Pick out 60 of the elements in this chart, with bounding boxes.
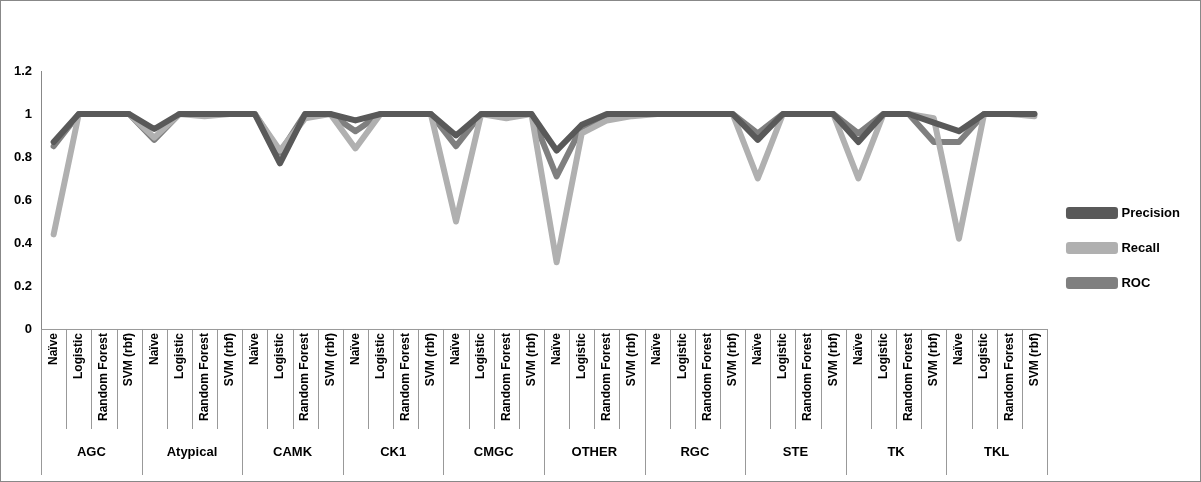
x-tick-label: Logistic <box>171 332 186 380</box>
x-tick-label: Random Forest <box>398 332 413 422</box>
x-tick-label: Logistic <box>674 332 689 380</box>
x-tick-label: Naïve <box>850 332 865 366</box>
text: RGC <box>680 443 710 459</box>
y-tick-label: 0.6 <box>13 191 33 207</box>
x-tick-label: Logistic <box>775 332 790 380</box>
x-tick-label: Naïve <box>347 332 362 366</box>
x-tick-label: Logistic <box>976 332 991 380</box>
x-tick-label: SVM (rbf) <box>121 332 136 387</box>
x-tick-label: Random Forest <box>599 332 614 422</box>
x-tick-label: Naïve <box>247 332 262 366</box>
x-tick-label: SVM (rbf) <box>724 332 739 387</box>
x-tick-label: Random Forest <box>900 332 915 422</box>
x-tick-label: SVM (rbf) <box>221 332 236 387</box>
text: Atypical <box>166 443 218 459</box>
x-tick-label: Random Forest <box>699 332 714 422</box>
x-tick-label: SVM (rbf) <box>322 332 337 387</box>
y-tick-label: 0 <box>24 320 33 336</box>
text: STE <box>782 443 809 459</box>
text: AGC <box>76 443 107 459</box>
x-tick-label: Logistic <box>574 332 589 380</box>
x-tick-label: Naïve <box>750 332 765 366</box>
legend-label: Precision <box>1121 204 1181 220</box>
y-tick-label: 0.4 <box>13 234 33 250</box>
x-tick-label: SVM (rbf) <box>523 332 538 387</box>
x-tick-label: Naïve <box>146 332 161 366</box>
y-tick-label: 1 <box>24 105 33 121</box>
legend-label: Recall <box>1121 239 1160 255</box>
x-tick-label: SVM (rbf) <box>825 332 840 387</box>
x-tick-label: Logistic <box>372 332 387 380</box>
x-tick-label: SVM (rbf) <box>423 332 438 387</box>
x-tick-label: Logistic <box>272 332 287 380</box>
x-tick-label: Logistic <box>473 332 488 380</box>
x-tick-label: SVM (rbf) <box>1026 332 1041 387</box>
x-tick-label: Naïve <box>548 332 563 366</box>
x-tick-label: Naïve <box>45 332 60 366</box>
text: CAMK <box>273 443 313 459</box>
x-tick-label: Random Forest <box>96 332 111 422</box>
x-tick-label: SVM (rbf) <box>624 332 639 387</box>
x-tick-label: Random Forest <box>800 332 815 422</box>
legend-label: ROC <box>1121 274 1151 290</box>
text: CMGC <box>473 443 515 459</box>
y-tick-label: 0.8 <box>13 148 33 164</box>
text: CK1 <box>380 443 407 459</box>
text: TK <box>887 443 906 459</box>
text: OTHER <box>571 443 618 459</box>
x-tick-label: SVM (rbf) <box>926 332 941 387</box>
y-tick-label: 0.2 <box>13 277 33 293</box>
x-tick-label: Random Forest <box>297 332 312 422</box>
text: TKL <box>984 443 1010 459</box>
x-tick-label: Naïve <box>951 332 966 366</box>
x-tick-label: Logistic <box>71 332 86 380</box>
x-tick-label: Random Forest <box>498 332 513 422</box>
x-tick-label: Naïve <box>448 332 463 366</box>
y-tick-label: 1.2 <box>13 62 33 78</box>
x-tick-label: Random Forest <box>196 332 211 422</box>
x-tick-label: Naïve <box>649 332 664 366</box>
x-tick-label: Random Forest <box>1001 332 1016 422</box>
x-tick-label: Logistic <box>875 332 890 380</box>
